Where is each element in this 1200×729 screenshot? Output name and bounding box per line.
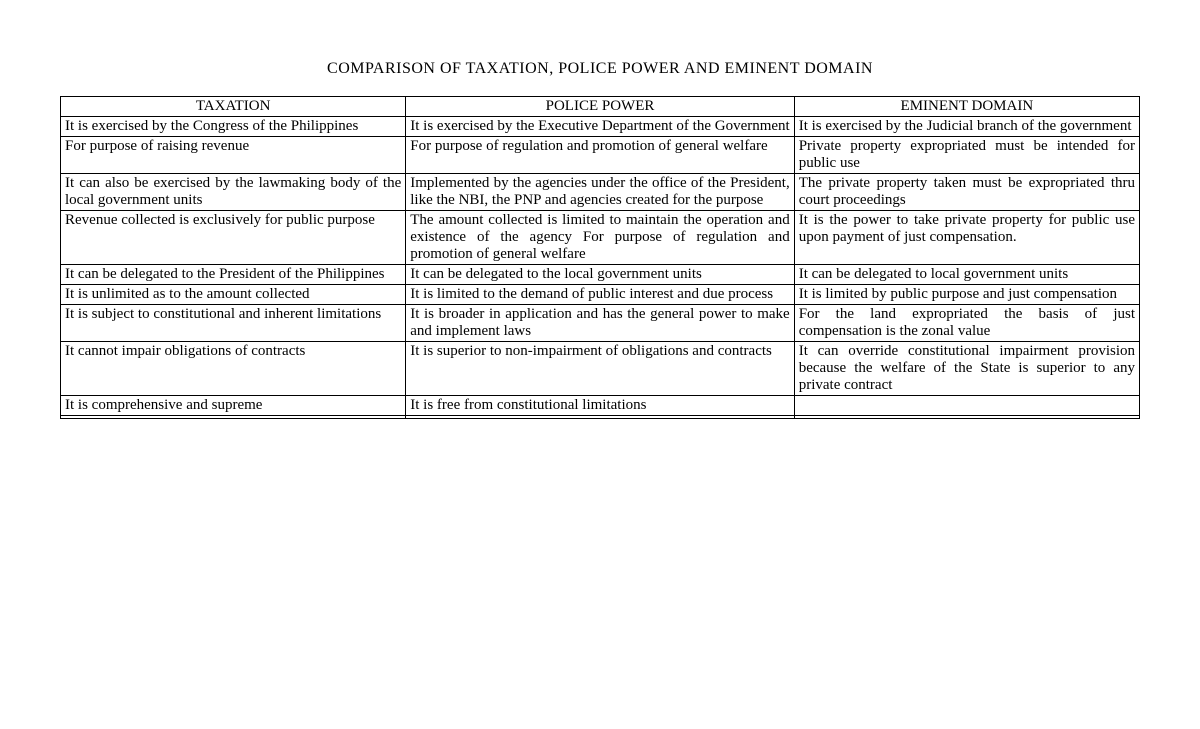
cell-taxation: It is unlimited as to the amount collect… — [61, 285, 406, 305]
cell-police-power: The amount collected is limited to maint… — [406, 211, 794, 265]
cell-police-power: Implemented by the agencies under the of… — [406, 174, 794, 211]
table-header-row: TAXATION POLICE POWER EMINENT DOMAIN — [61, 97, 1140, 117]
cell-eminent-domain: It can be delegated to local government … — [794, 265, 1139, 285]
table-row — [61, 416, 1140, 419]
table-row: It can also be exercised by the lawmakin… — [61, 174, 1140, 211]
cell-police-power: For purpose of regulation and promotion … — [406, 137, 794, 174]
table-row: It cannot impair obligations of contract… — [61, 342, 1140, 396]
cell-police-power: It is free from constitutional limitatio… — [406, 396, 794, 416]
cell-eminent-domain: It is exercised by the Judicial branch o… — [794, 117, 1139, 137]
table-row: It can be delegated to the President of … — [61, 265, 1140, 285]
cell-police-power: It is superior to non-impairment of obli… — [406, 342, 794, 396]
table-row: Revenue collected is exclusively for pub… — [61, 211, 1140, 265]
cell-police-power: It can be delegated to the local governm… — [406, 265, 794, 285]
comparison-table: TAXATION POLICE POWER EMINENT DOMAIN It … — [60, 96, 1140, 419]
header-eminent-domain: EMINENT DOMAIN — [794, 97, 1139, 117]
cell-police-power: It is broader in application and has the… — [406, 305, 794, 342]
cell-taxation: Revenue collected is exclusively for pub… — [61, 211, 406, 265]
cell-eminent-domain: For the land expropriated the basis of j… — [794, 305, 1139, 342]
cell-police-power: It is limited to the demand of public in… — [406, 285, 794, 305]
cell-taxation: It can be delegated to the President of … — [61, 265, 406, 285]
table-row: It is subject to constitutional and inhe… — [61, 305, 1140, 342]
cell-taxation: It is exercised by the Congress of the P… — [61, 117, 406, 137]
table-row: It is unlimited as to the amount collect… — [61, 285, 1140, 305]
cell-eminent-domain — [794, 396, 1139, 416]
cell-taxation — [61, 416, 406, 419]
table-row: For purpose of raising revenue For purpo… — [61, 137, 1140, 174]
cell-eminent-domain: The private property taken must be expro… — [794, 174, 1139, 211]
cell-eminent-domain: It is limited by public purpose and just… — [794, 285, 1139, 305]
page-title: COMPARISON OF TAXATION, POLICE POWER AND… — [60, 60, 1140, 78]
cell-police-power — [406, 416, 794, 419]
header-police-power: POLICE POWER — [406, 97, 794, 117]
table-row: It is exercised by the Congress of the P… — [61, 117, 1140, 137]
cell-taxation: It is subject to constitutional and inhe… — [61, 305, 406, 342]
cell-eminent-domain: Private property expropriated must be in… — [794, 137, 1139, 174]
cell-eminent-domain: It can override constitutional impairmen… — [794, 342, 1139, 396]
cell-eminent-domain: It is the power to take private property… — [794, 211, 1139, 265]
cell-taxation: It cannot impair obligations of contract… — [61, 342, 406, 396]
cell-taxation: It is comprehensive and supreme — [61, 396, 406, 416]
table-row: It is comprehensive and supreme It is fr… — [61, 396, 1140, 416]
header-taxation: TAXATION — [61, 97, 406, 117]
cell-police-power: It is exercised by the Executive Departm… — [406, 117, 794, 137]
cell-eminent-domain — [794, 416, 1139, 419]
cell-taxation: For purpose of raising revenue — [61, 137, 406, 174]
cell-taxation: It can also be exercised by the lawmakin… — [61, 174, 406, 211]
